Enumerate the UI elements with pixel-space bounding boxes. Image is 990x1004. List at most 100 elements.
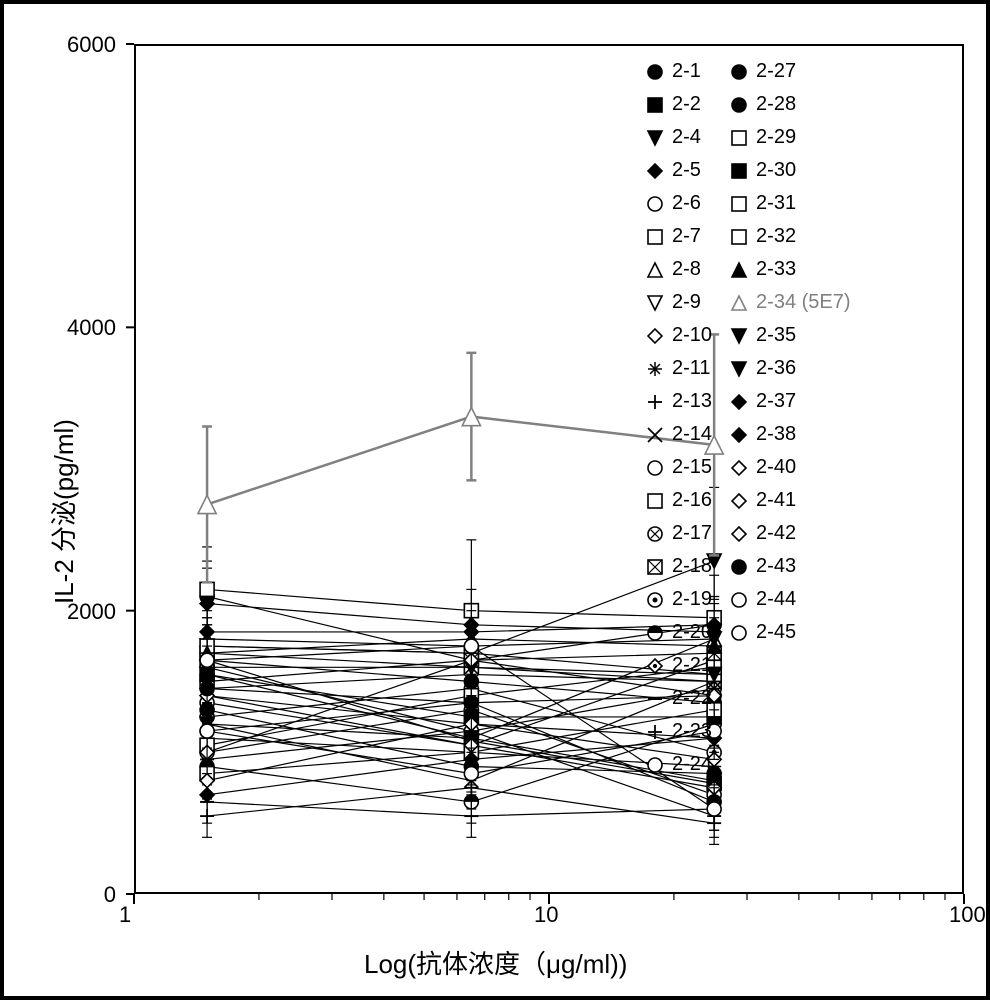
legend-label: 2-43	[756, 555, 796, 578]
legend-marker-icon	[728, 556, 750, 578]
legend-label: 2-24	[672, 753, 712, 776]
legend-label: 2-45	[756, 621, 796, 644]
legend-item-2-10: 2-10	[644, 324, 712, 347]
series-2-32	[200, 540, 721, 682]
legend-label: 2-35	[756, 324, 796, 347]
legend-item-2-16: 2-16	[644, 489, 712, 512]
legend-item-2-32: 2-32	[728, 225, 851, 248]
legend-item-2-29: 2-29	[728, 126, 851, 149]
legend-label: 2-42	[756, 522, 796, 545]
legend-marker-icon	[644, 424, 666, 446]
legend-marker-icon	[644, 523, 666, 545]
legend-item-2-28: 2-28	[728, 93, 851, 116]
legend-marker-icon	[728, 358, 750, 380]
legend-item-2-13: 2-13	[644, 390, 712, 413]
legend-marker-icon	[644, 94, 666, 116]
legend-item-2-43: 2-43	[728, 555, 851, 578]
legend-marker-icon	[728, 622, 750, 644]
legend-marker-icon	[644, 127, 666, 149]
legend-label: 2-32	[756, 225, 796, 248]
legend-item-2-11: 2-11	[644, 357, 712, 380]
legend-label: 2-5	[672, 159, 701, 182]
legend-item-2-38: 2-38	[728, 423, 851, 446]
legend-label: 2-14	[672, 423, 712, 446]
legend-marker-icon	[644, 358, 666, 380]
legend-label: 2-31	[756, 192, 796, 215]
legend-item-2-20: 2-20	[644, 621, 712, 644]
legend-item-2-17: 2-17	[644, 522, 712, 545]
legend-item-2-41: 2-41	[728, 489, 851, 512]
legend-label: 2-1	[672, 60, 701, 83]
legend-item-2-45: 2-45	[728, 621, 851, 644]
legend-marker-icon	[728, 127, 750, 149]
legend-marker-icon	[644, 490, 666, 512]
legend-label: 2-15	[672, 456, 712, 479]
legend-label: 2-44	[756, 588, 796, 611]
legend-marker-icon	[728, 61, 750, 83]
legend-item-2-19: 2-19	[644, 588, 712, 611]
legend-label: 2-29	[756, 126, 796, 149]
legend-marker-icon	[644, 754, 666, 776]
legend-label: 2-33	[756, 258, 796, 281]
legend-marker-icon	[644, 622, 666, 644]
legend-label: 2-40	[756, 456, 796, 479]
series-2-38	[200, 597, 721, 661]
chart-frame: IL-2 分泌(pg/ml) Log(抗体浓度（μg/ml)) 02000400…	[0, 0, 990, 1000]
legend-marker-icon	[644, 325, 666, 347]
legend-item-2-44: 2-44	[728, 588, 851, 611]
legend-marker-icon	[644, 655, 666, 677]
legend-marker-icon	[644, 589, 666, 611]
legend-label: 2-30	[756, 159, 796, 182]
legend-label: 2-18	[672, 555, 712, 578]
legend-marker-icon	[644, 160, 666, 182]
legend-label: 2-8	[672, 258, 701, 281]
legend-item-2-18: 2-18	[644, 555, 712, 578]
legend-marker-icon	[644, 556, 666, 578]
legend-item-2-6: 2-6	[644, 192, 712, 215]
legend-marker-icon	[644, 226, 666, 248]
legend-label: 2-2	[672, 93, 701, 116]
legend-item-2-31: 2-31	[728, 192, 851, 215]
legend-item-2-4: 2-4	[644, 126, 712, 149]
legend-item-2-1: 2-1	[644, 60, 712, 83]
legend-item-2-42: 2-42	[728, 522, 851, 545]
series-2-2	[200, 635, 721, 805]
legend-label: 2-9	[672, 291, 701, 314]
legend-label: 2-22	[672, 687, 712, 710]
legend-marker-icon	[644, 457, 666, 479]
legend-marker-icon	[728, 391, 750, 413]
legend-label: 2-27	[756, 60, 796, 83]
legend-item-2-37: 2-37	[728, 390, 851, 413]
legend-label: 2-4	[672, 126, 701, 149]
legend-marker-icon	[728, 94, 750, 116]
legend-marker-icon	[728, 325, 750, 347]
legend-label: 2-19	[672, 588, 712, 611]
legend-label: 2-34 (5E7)	[756, 291, 851, 314]
legend-label: 2-6	[672, 192, 701, 215]
legend-item-2-2: 2-2	[644, 93, 712, 116]
legend-item-2-9: 2-9	[644, 291, 712, 314]
legend-marker-icon	[644, 721, 666, 743]
legend-label: 2-38	[756, 423, 796, 446]
legend-item-2-24: 2-24	[644, 753, 712, 776]
series-2-41	[200, 632, 721, 778]
legend-marker-icon	[644, 391, 666, 413]
legend-marker-icon	[728, 490, 750, 512]
legend-marker-icon	[728, 226, 750, 248]
legend-marker-icon	[728, 457, 750, 479]
legend-item-2-40: 2-40	[728, 456, 851, 479]
legend-label: 2-23	[672, 720, 712, 743]
legend-label: 2-17	[672, 522, 712, 545]
legend: 2-12-22-42-52-62-72-82-92-102-112-132-14…	[644, 60, 851, 776]
legend-item-2-22: 2-22	[644, 687, 712, 710]
legend-marker-icon	[644, 688, 666, 710]
legend-marker-icon	[728, 424, 750, 446]
legend-item-2-33: 2-33	[728, 258, 851, 281]
legend-marker-icon	[728, 193, 750, 215]
legend-item-2-27: 2-27	[728, 60, 851, 83]
legend-marker-icon	[728, 160, 750, 182]
legend-item-2-14: 2-14	[644, 423, 712, 446]
legend-label: 2-11	[672, 357, 711, 380]
legend-label: 2-37	[756, 390, 796, 413]
legend-marker-icon	[644, 193, 666, 215]
